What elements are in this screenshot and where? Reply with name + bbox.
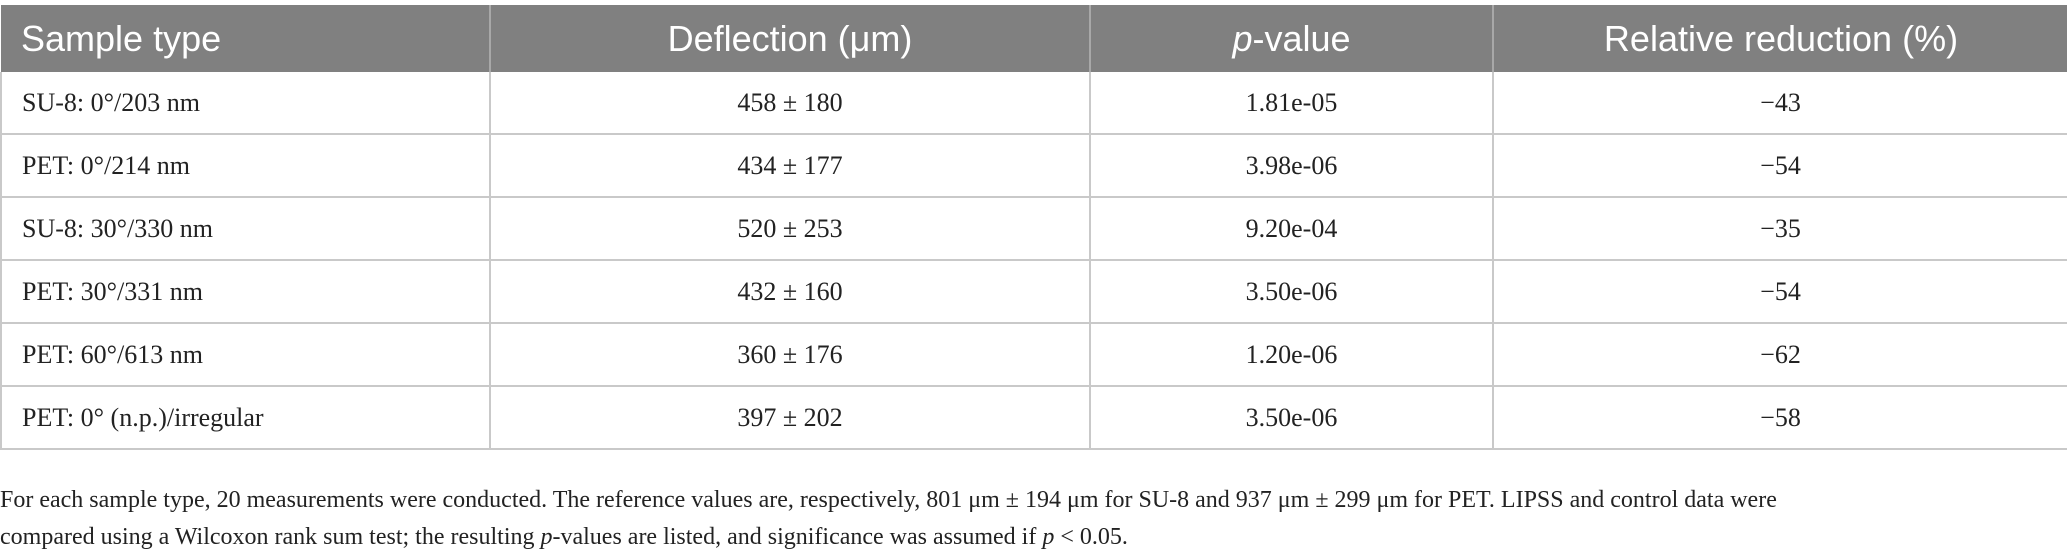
cell-sample: SU-8: 0°/203 nm xyxy=(0,72,491,135)
results-table-container: Sample type Deflection (μm) p-value Rela… xyxy=(0,5,2067,450)
footnote-text-b: -values are listed, and significance was… xyxy=(552,524,1043,550)
footnote-text-a: compared using a Wilcoxon rank sum test;… xyxy=(0,524,541,550)
cell-deflection: 520 ± 253 xyxy=(490,197,1091,261)
results-table: Sample type Deflection (μm) p-value Rela… xyxy=(0,5,2067,450)
cell-p-value: 1.81e-05 xyxy=(1090,72,1494,135)
table-row: PET: 60°/613 nm 360 ± 176 1.20e-06 −62 xyxy=(0,323,2067,387)
table-row: PET: 0°/214 nm 434 ± 177 3.98e-06 −54 xyxy=(0,134,2067,198)
footnote-p-italic: p xyxy=(1042,524,1055,550)
cell-reduction: −43 xyxy=(1493,72,2067,135)
cell-reduction: −58 xyxy=(1493,386,2067,450)
cell-sample: PET: 30°/331 nm xyxy=(0,260,491,324)
cell-p-value: 3.98e-06 xyxy=(1090,134,1494,198)
footnote-p-italic: p xyxy=(540,524,553,550)
header-p-value: p-value xyxy=(1090,5,1494,72)
header-relative-reduction: Relative reduction (%) xyxy=(1493,5,2067,72)
cell-p-value: 9.20e-04 xyxy=(1090,197,1494,261)
header-deflection: Deflection (μm) xyxy=(490,5,1091,72)
cell-reduction: −35 xyxy=(1493,197,2067,261)
cell-sample: PET: 60°/613 nm xyxy=(0,323,491,387)
cell-reduction: −62 xyxy=(1493,323,2067,387)
cell-reduction: −54 xyxy=(1493,260,2067,324)
cell-p-value: 1.20e-06 xyxy=(1090,323,1494,387)
cell-p-value: 3.50e-06 xyxy=(1090,260,1494,324)
footnote-text-c: < 0.05. xyxy=(1054,524,1128,550)
table-header: Sample type Deflection (μm) p-value Rela… xyxy=(1,5,2067,72)
table-body: SU-8: 0°/203 nm 458 ± 180 1.81e-05 −43 P… xyxy=(0,72,2067,450)
table-row: PET: 0° (n.p.)/irregular 397 ± 202 3.50e… xyxy=(0,386,2067,450)
footnote-line-2: compared using a Wilcoxon rank sum test;… xyxy=(0,519,2067,556)
table-footnote: For each sample type, 20 measurements we… xyxy=(0,482,2067,556)
table-row: PET: 30°/331 nm 432 ± 160 3.50e-06 −54 xyxy=(0,260,2067,324)
cell-sample: PET: 0°/214 nm xyxy=(0,134,491,198)
header-p-rest: -value xyxy=(1252,17,1351,59)
cell-reduction: −54 xyxy=(1493,134,2067,198)
cell-sample: PET: 0° (n.p.)/irregular xyxy=(0,386,491,450)
header-p-italic: p xyxy=(1232,17,1253,59)
cell-deflection: 434 ± 177 xyxy=(490,134,1091,198)
cell-deflection: 432 ± 160 xyxy=(490,260,1091,324)
cell-deflection: 360 ± 176 xyxy=(490,323,1091,387)
footnote-line-1: For each sample type, 20 measurements we… xyxy=(0,487,1777,513)
cell-sample: SU-8: 30°/330 nm xyxy=(0,197,491,261)
cell-deflection: 397 ± 202 xyxy=(490,386,1091,450)
cell-deflection: 458 ± 180 xyxy=(490,72,1091,135)
cell-p-value: 3.50e-06 xyxy=(1090,386,1494,450)
header-sample-type: Sample type xyxy=(1,5,491,72)
header-row: Sample type Deflection (μm) p-value Rela… xyxy=(1,5,2067,72)
table-row: SU-8: 30°/330 nm 520 ± 253 9.20e-04 −35 xyxy=(0,197,2067,261)
table-row: SU-8: 0°/203 nm 458 ± 180 1.81e-05 −43 xyxy=(0,72,2067,135)
